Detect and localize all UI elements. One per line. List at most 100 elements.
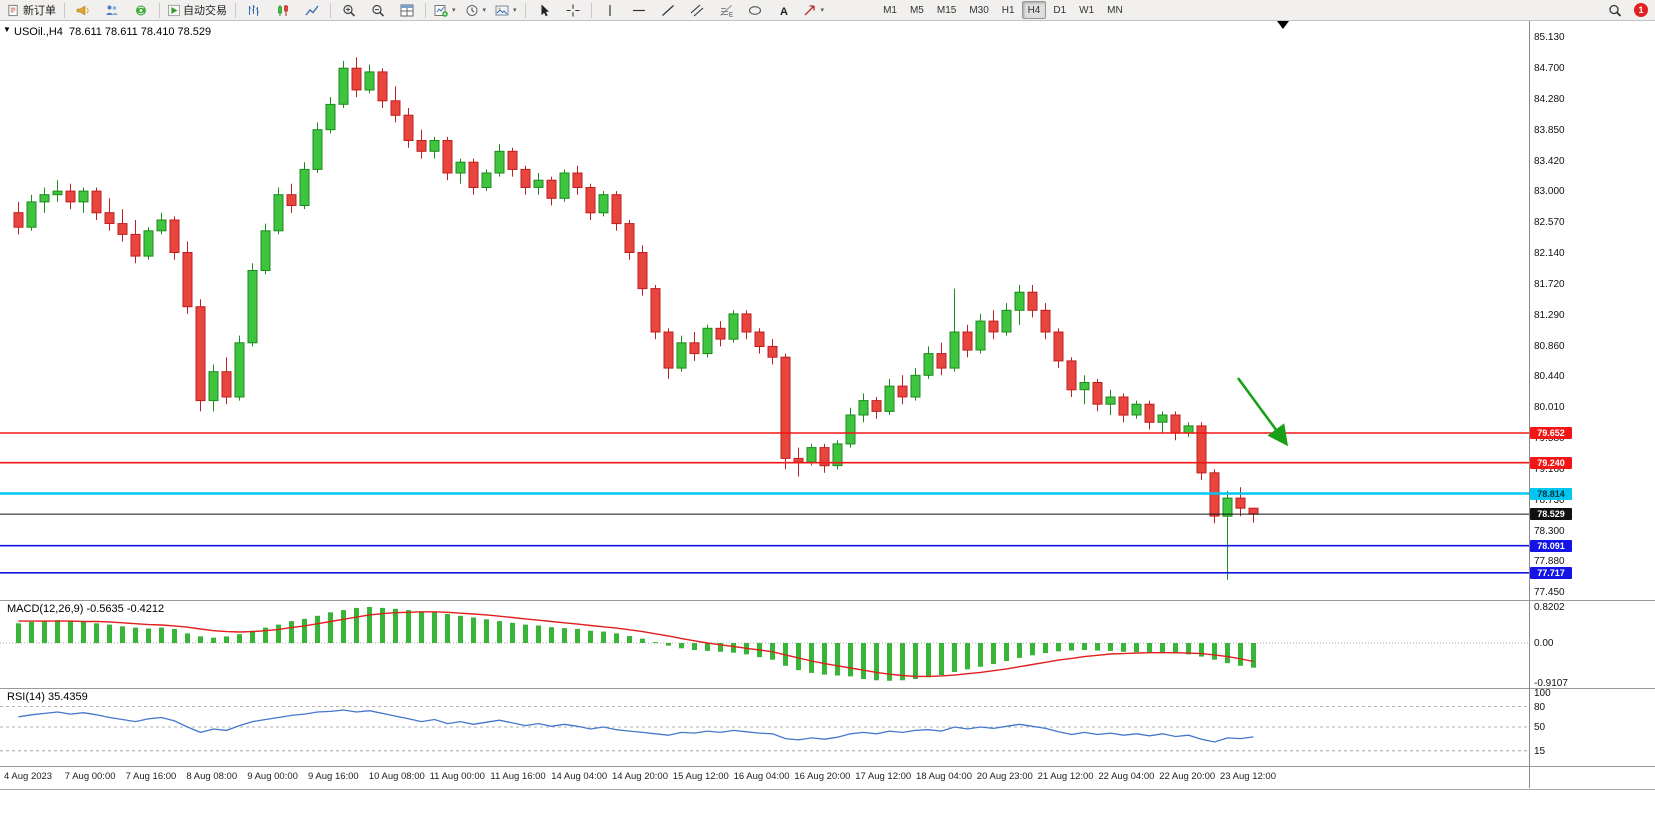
panel-separator[interactable] [0, 766, 1655, 767]
toolbar-separator [590, 2, 592, 18]
price-level-badge: 77.717 [1530, 566, 1572, 579]
chart-shift-marker[interactable] [1277, 21, 1289, 29]
horizontal-line-button[interactable] [625, 0, 653, 20]
search-button[interactable] [1601, 0, 1629, 20]
price-tick-label: 82.570 [1534, 217, 1565, 229]
autotrade-button[interactable]: 自动交易 [164, 0, 231, 20]
rsi-panel[interactable] [0, 690, 1529, 766]
macd-panel[interactable] [0, 602, 1529, 688]
one-click-trading-toggle[interactable]: ▼ [3, 25, 11, 34]
toolbar-separator [159, 2, 160, 18]
toolbar-separator [425, 2, 426, 18]
panel-separator[interactable] [0, 688, 1655, 689]
time-axis-label: 11 Aug 16:00 [490, 771, 546, 782]
svg-text:A: A [780, 6, 788, 17]
zoom-in-icon [343, 4, 356, 17]
shapes-button[interactable] [741, 0, 769, 20]
tile-windows-button[interactable] [393, 0, 421, 20]
autotrade-label: 自动交易 [183, 5, 227, 17]
arrows-button[interactable]: ▾ [799, 0, 829, 20]
vertical-line-button[interactable] [596, 0, 624, 20]
price-tick-label: 80.440 [1534, 371, 1565, 383]
signals-button[interactable] [127, 0, 155, 20]
chart-window[interactable]: ▼ USOil.,H4 78.611 78.611 78.410 78.529 … [0, 21, 1655, 790]
price-tick-label: 83.000 [1534, 186, 1565, 198]
time-axis[interactable]: 4 Aug 2023 7 Aug 00:00 7 Aug 16:00 8 Aug 08… [0, 768, 1529, 788]
new-chart-icon [434, 4, 448, 17]
new-order-label: 新订单 [23, 5, 56, 17]
time-axis-label: 16 Aug 04:00 [733, 771, 790, 782]
zoom-out-icon [372, 4, 385, 17]
announcement-button[interactable] [69, 0, 97, 20]
chart-symbol-label: USOil.,H4 [14, 26, 63, 38]
new-chart-button[interactable]: ▾ [430, 0, 460, 20]
period-button[interactable]: ▾ [461, 0, 491, 20]
signals-icon [136, 5, 146, 15]
main-price-chart[interactable] [0, 22, 1529, 600]
tab-timeframe-M5[interactable]: M5 [909, 4, 924, 16]
time-axis-label: 21 Aug 12:00 [1037, 771, 1094, 782]
panel-separator[interactable] [0, 600, 1655, 601]
toolbar-separator [64, 2, 65, 18]
toolbar-separator [330, 2, 331, 18]
text-tool-button[interactable]: A [770, 0, 798, 20]
price-tick-label: 85.130 [1534, 32, 1565, 44]
template-icon [495, 5, 509, 15]
time-axis-label: 18 Aug 04:00 [916, 771, 972, 782]
price-tick-label: 79.580 [1534, 433, 1565, 445]
trend-arrow-annotation [1236, 377, 1289, 447]
fibonacci-button[interactable]: E [712, 0, 740, 20]
crosshair-button[interactable] [559, 0, 587, 20]
arrows-icon [804, 4, 815, 15]
cursor-button[interactable] [530, 0, 558, 20]
time-axis-label: 17 Aug 12:00 [855, 771, 912, 782]
new-order-icon [8, 4, 18, 16]
time-axis-label: 11 Aug 00:00 [429, 771, 485, 782]
template-button[interactable]: ▾ [491, 0, 521, 20]
channel-button[interactable] [683, 0, 711, 20]
line-chart-button[interactable] [298, 0, 326, 20]
new-order-button[interactable]: 新订单 [3, 0, 60, 20]
price-axis-border [1529, 21, 1530, 788]
zoom-out-button[interactable] [364, 0, 392, 20]
search-icon [1609, 4, 1622, 17]
shapes-icon [748, 5, 761, 15]
time-axis-label: 9 Aug 00:00 [247, 771, 298, 782]
price-tick-label: 78.730 [1534, 494, 1565, 506]
tab-timeframe-H1[interactable]: H1 [1001, 4, 1015, 16]
tab-timeframe-H4[interactable]: H4 [1021, 1, 1047, 19]
community-button[interactable] [98, 0, 126, 20]
timeframe-toolbar: M1 M5 M15 M30 H1 H4 D1 W1 MN [877, 1, 1129, 19]
fibonacci-icon: E [719, 4, 733, 17]
bar-chart-button[interactable] [240, 0, 268, 20]
chevron-down-icon: ▾ [482, 7, 487, 14]
tab-timeframe-M1[interactable]: M1 [883, 4, 897, 16]
tab-timeframe-D1[interactable]: D1 [1053, 4, 1067, 16]
vertical-line-icon [608, 4, 611, 16]
cursor-icon [541, 4, 549, 16]
macd-signal-line [18, 611, 1254, 678]
price-tick-label: 80.860 [1534, 340, 1565, 352]
candlestick-chart-button[interactable] [269, 0, 297, 20]
autotrade-play-icon [168, 4, 180, 16]
zoom-in-button[interactable] [335, 0, 363, 20]
notification-badge[interactable]: 1 [1634, 3, 1648, 17]
time-axis-label: 14 Aug 20:00 [612, 771, 668, 782]
crosshair-icon [566, 4, 580, 16]
rsi-axis-label: 15 [1534, 745, 1546, 757]
tab-timeframe-W1[interactable]: W1 [1079, 4, 1095, 16]
clock-icon [466, 4, 478, 16]
chart-title: USOil.,H4 78.611 78.611 78.410 78.529 [14, 26, 211, 38]
tile-windows-icon [400, 4, 414, 16]
trendline-button[interactable] [654, 0, 682, 20]
tab-timeframe-M15[interactable]: M15 [936, 4, 957, 16]
tab-timeframe-M30[interactable]: M30 [969, 4, 989, 16]
rsi-axis-label: 80 [1534, 701, 1546, 713]
macd-label: MACD(12,26,9) -0.5635 -0.4212 [7, 603, 165, 615]
chevron-down-icon: ▾ [452, 7, 456, 14]
price-level-badge: 78.091 [1530, 539, 1572, 552]
price-tick-label: 80.010 [1534, 402, 1565, 414]
main-toolbar: 新订单 自动交易 [0, 0, 1655, 21]
time-axis-label: 15 Aug 12:00 [672, 771, 729, 782]
tab-timeframe-MN[interactable]: MN [1107, 4, 1123, 16]
